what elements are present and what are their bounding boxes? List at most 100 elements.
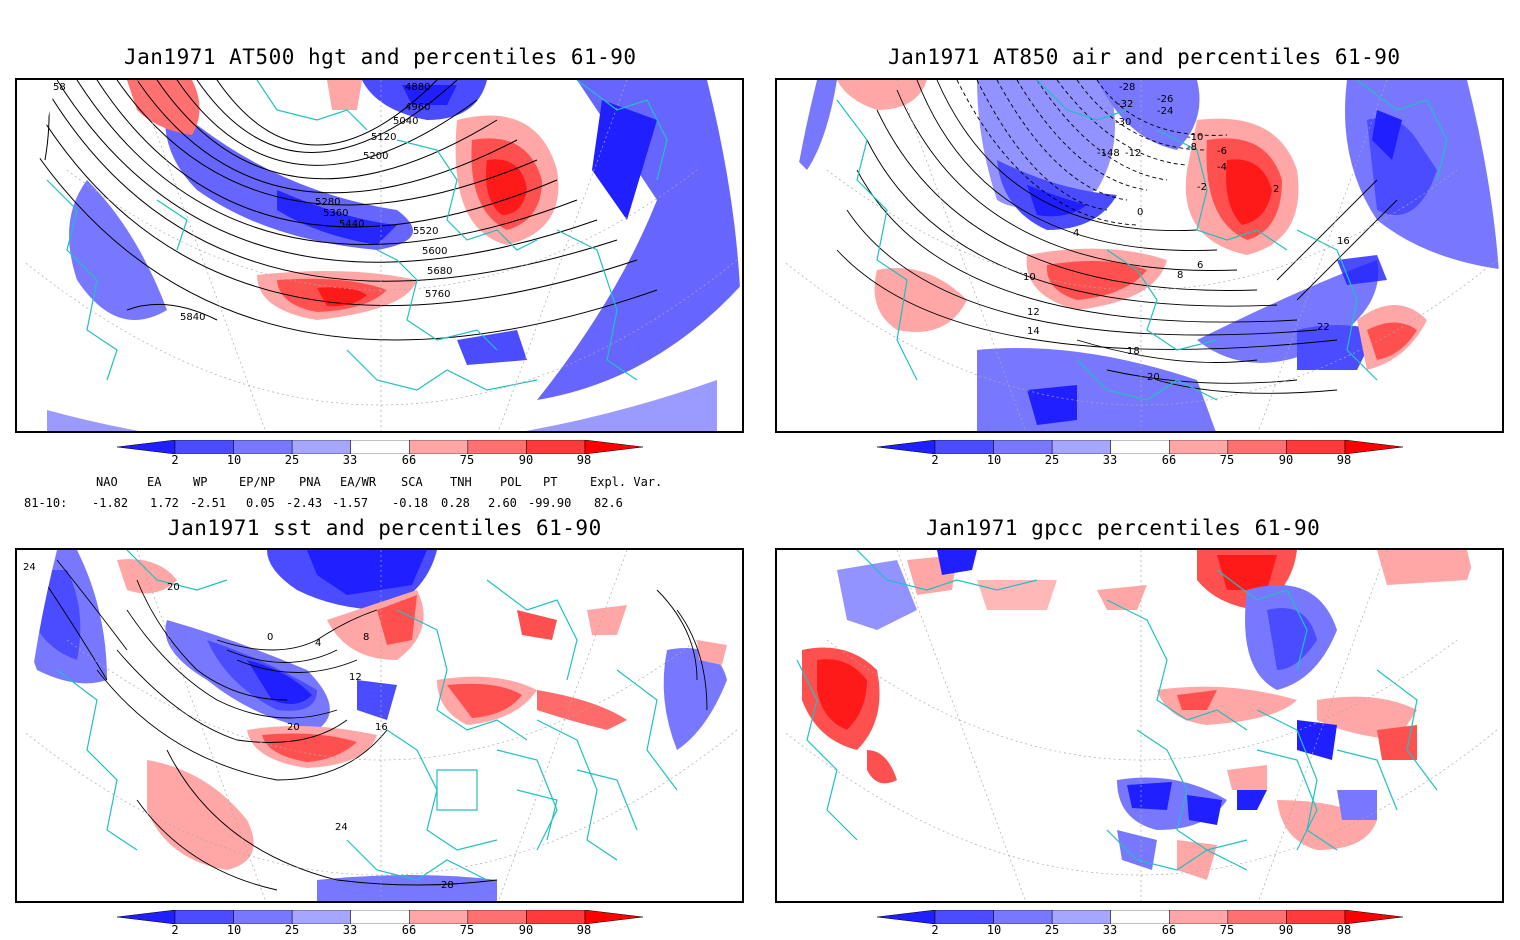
colorbar-swatch [291, 440, 351, 454]
colorbar-tick: 98 [1336, 923, 1352, 937]
colorbar-tick: 98 [576, 453, 592, 467]
tele-header: PNA [299, 475, 321, 489]
contour-label: -24 [1157, 106, 1173, 117]
colorbar-swatch [1286, 440, 1346, 454]
tele-value: -2.51 [190, 496, 227, 510]
contour-label: 4960 [405, 102, 430, 113]
colorbar-swatches [117, 440, 643, 454]
colorbar-swatch [117, 910, 176, 924]
contour-label: 5440 [339, 219, 364, 230]
colorbar-swatch [1169, 910, 1229, 924]
colorbar-swatch [1286, 910, 1346, 924]
contour-label: 5120 [371, 132, 396, 143]
colorbar-swatch [584, 910, 643, 924]
contour-label: 24 [23, 562, 36, 573]
colorbar-tick: 98 [576, 923, 592, 937]
contour-label: 5200 [363, 151, 388, 162]
contour-label: 20 [1147, 372, 1160, 383]
colorbar-swatch [1051, 910, 1111, 924]
map-sst: 24 20 0 4 8 12 16 20 24 28 [17, 550, 742, 901]
contour-label: -26 [1157, 94, 1173, 105]
colorbar-swatch [174, 440, 234, 454]
tele-header: EP/NP [239, 475, 276, 489]
colorbar-swatches [877, 440, 1403, 454]
contour-label: 4880 [405, 82, 430, 93]
colorbar-swatch [1227, 910, 1287, 924]
colorbar-swatch [584, 440, 643, 454]
colorbar-swatch [993, 440, 1053, 454]
tele-value: -1.82 [92, 496, 129, 510]
tele-row-label: 81-10: [24, 496, 68, 510]
contour-label: -148 [1097, 148, 1120, 159]
contour-label: -4 [1217, 162, 1227, 173]
colorbar-swatch [350, 440, 410, 454]
colorbar-swatch [877, 440, 936, 454]
colorbar-swatch [233, 910, 293, 924]
contour-label: 0 [1137, 207, 1143, 218]
tele-header: EA/WR [340, 475, 377, 489]
contour-label: 20 [167, 582, 180, 593]
colorbar-swatch [350, 910, 410, 924]
contour-label: 5600 [422, 246, 447, 257]
contour-label: 18 [1127, 346, 1140, 357]
contour-label: 2 [1273, 184, 1279, 195]
map-hgt500: 4880 4960 5040 5120 5200 5280 5360 5440 … [17, 80, 742, 431]
colorbar-swatch [1169, 440, 1229, 454]
tele-value: 2.60 [488, 496, 517, 510]
contour-label: 5280 [315, 197, 340, 208]
colorbar-tick: 25 [1044, 453, 1060, 467]
colorbar-swatch [1110, 910, 1170, 924]
colorbar-swatch [934, 910, 994, 924]
panel-title-sst: Jan1971 sst and percentiles 61-90 [168, 516, 602, 540]
colorbar-tick: 98 [1336, 453, 1352, 467]
contour-label: 16 [1337, 236, 1350, 247]
panel-title-hgt500: Jan1971 AT500 hgt and percentiles 61-90 [124, 45, 637, 69]
contour-label: 4 [315, 638, 321, 649]
colorbar-tick: 25 [284, 453, 300, 467]
colorbar-tick: 66 [1161, 923, 1177, 937]
colorbar-tick: 90 [1278, 923, 1294, 937]
contour-label: -12 [1125, 148, 1141, 159]
colorbar-tick: 2 [931, 923, 939, 937]
colorbar-tick: 66 [401, 923, 417, 937]
colorbar-tick: 10 [226, 453, 242, 467]
tele-header: WP [193, 475, 208, 489]
tele-value: -0.18 [392, 496, 429, 510]
tele-value: -99.90 [528, 496, 572, 510]
colorbar-tick: 2 [171, 453, 179, 467]
tele-value: -1.57 [332, 496, 369, 510]
contour-label: 5360 [323, 208, 348, 219]
colorbar-swatch [1344, 910, 1403, 924]
colorbar-swatches [117, 910, 643, 924]
contour-label: 24 [335, 822, 348, 833]
tele-header: NAO [96, 475, 118, 489]
contour-label: -28 [1119, 82, 1135, 93]
colorbar-tick: 2 [171, 923, 179, 937]
tele-value: 1.72 [150, 496, 179, 510]
colorbar-swatch [1344, 440, 1403, 454]
contour-label: 5040 [393, 116, 418, 127]
colorbar-swatch [409, 910, 469, 924]
colorbar-tick: 33 [342, 453, 358, 467]
tele-value: -2.43 [286, 496, 323, 510]
contour-label: 6 [1197, 260, 1203, 271]
teleconnection-table: NAO EA WP EP/NP PNA EA/WR SCA TNH POL PT… [0, 475, 760, 515]
colorbar-gpcc: 2 10 25 33 66 75 90 98 [877, 910, 1403, 940]
contour-label: 10 [1023, 272, 1036, 283]
map-panel-air850: -28 -32 -30 -26 -24 -12 -10 -8 -6 -4 -2 … [775, 78, 1504, 433]
contour-label: 5520 [413, 226, 438, 237]
map-panel-hgt500: 4880 4960 5040 5120 5200 5280 5360 5440 … [15, 78, 744, 433]
colorbar-swatch [291, 910, 351, 924]
tele-header: Expl. Var. [590, 475, 663, 489]
contour-label: -2 [1197, 182, 1207, 193]
colorbar-hgt500: 2 10 25 33 66 75 90 98 [117, 440, 643, 470]
tele-header: POL [500, 475, 522, 489]
colorbar-swatch [1227, 440, 1287, 454]
colorbar-swatch [1051, 440, 1111, 454]
contour-label: 58 [53, 82, 66, 93]
contour-label: 20 [287, 722, 300, 733]
contour-label: -10 [1187, 132, 1203, 143]
colorbar-swatch [117, 440, 176, 454]
colorbar-swatch [526, 910, 586, 924]
contour-label: 14 [1027, 326, 1040, 337]
